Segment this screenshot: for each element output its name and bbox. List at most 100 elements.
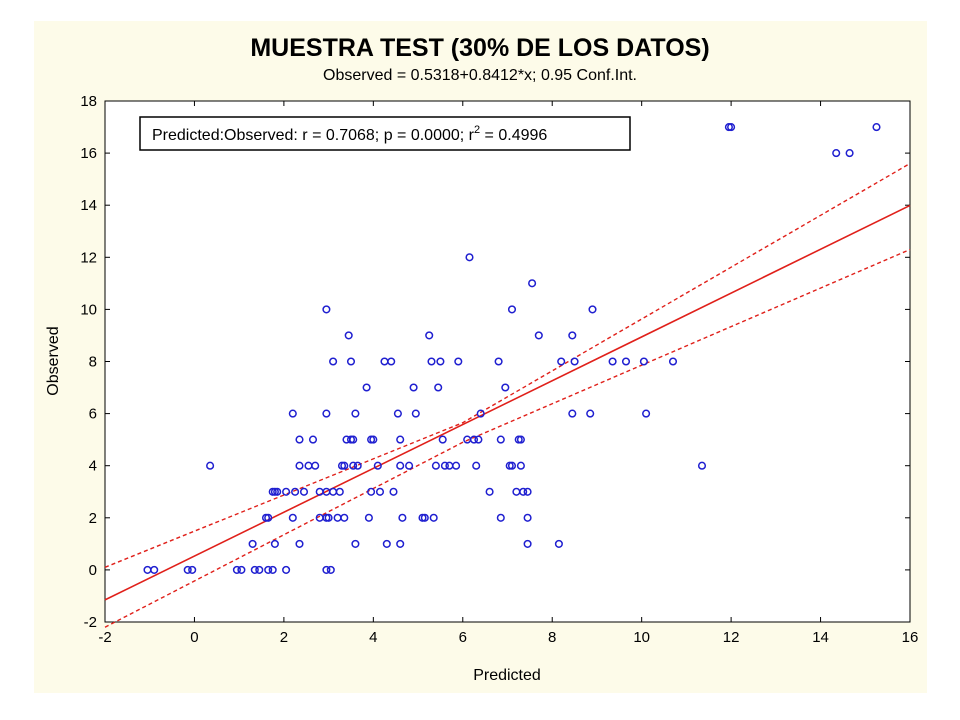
scatter-point: [427, 357, 436, 366]
scatter-point: [335, 487, 344, 496]
scatter-point: [351, 409, 360, 418]
scatter-point: [528, 279, 537, 288]
scatter-point: [324, 513, 333, 522]
scatter-point: [472, 461, 481, 470]
scatter-point: [523, 539, 532, 548]
scatter-point: [642, 409, 651, 418]
scatter-point: [270, 539, 279, 548]
scatter-point: [250, 565, 259, 574]
y-tick-label: 2: [89, 510, 97, 527]
scatter-point: [519, 487, 528, 496]
y-tick-label: 6: [89, 406, 97, 423]
scatter-point: [311, 461, 320, 470]
scatter-point: [273, 487, 282, 496]
scatter-point: [353, 461, 362, 470]
scatter-point: [832, 149, 841, 158]
scatter-point: [534, 331, 543, 340]
regression-fit-line: [104, 204, 911, 601]
scatter-point: [322, 565, 331, 574]
scatter-point: [434, 383, 443, 392]
scatter-point: [288, 409, 297, 418]
scatter-point: [568, 409, 577, 418]
scatter-point: [494, 357, 503, 366]
x-tick-label: 2: [280, 629, 288, 646]
ci-lower-line: [104, 248, 911, 628]
scatter-point: [389, 487, 398, 496]
scatter-point: [608, 357, 617, 366]
scatter-point: [431, 461, 440, 470]
scatter-point: [465, 253, 474, 262]
scatter-point: [523, 513, 532, 522]
y-tick-label: -2: [84, 614, 97, 631]
plot-frame: [104, 100, 911, 623]
stats-text-main: Predicted:Observed: r = 0.7068; p = 0.00…: [152, 127, 475, 144]
scatter-point: [340, 513, 349, 522]
scatter-point: [405, 461, 414, 470]
scatter-point: [188, 565, 197, 574]
scatter-point: [621, 357, 631, 366]
scatter-point: [295, 461, 304, 470]
scatter-point: [474, 435, 483, 444]
y-tick-label: 8: [89, 354, 97, 371]
scatter-point: [349, 435, 358, 444]
scatter-point: [255, 565, 264, 574]
scatter-point: [322, 305, 331, 314]
scatter-point: [398, 513, 407, 522]
scatter-point: [282, 487, 291, 496]
scatter-point: [440, 461, 449, 470]
scatter-point: [516, 435, 525, 444]
data-points: [143, 123, 881, 574]
x-tick-label: -2: [98, 629, 111, 646]
stats-legend-box: [139, 116, 631, 151]
scatter-point: [396, 435, 405, 444]
scatter-point: [697, 461, 707, 470]
scatter-point: [469, 435, 479, 444]
scatter-point: [476, 409, 485, 418]
scatter-point: [351, 539, 360, 548]
scatter-point: [375, 487, 385, 496]
scatter-point: [364, 513, 373, 522]
scatter-point: [295, 539, 304, 548]
scatter-point: [373, 461, 382, 470]
scatter-point: [264, 565, 273, 574]
y-tick-label: 16: [80, 145, 97, 162]
stats-text-sup: 2: [474, 124, 480, 136]
x-tick-label: 0: [190, 629, 198, 646]
scatter-point: [396, 539, 405, 548]
scatter-point: [570, 357, 579, 366]
scatter-point: [668, 357, 678, 366]
scatter-point: [282, 565, 291, 574]
scatter-point: [501, 383, 510, 392]
scatter-point: [299, 487, 309, 496]
regression-lines: [104, 162, 911, 628]
scatter-point: [329, 357, 338, 366]
scatter-point: [288, 513, 297, 522]
stats-legend: Predicted:Observed: r = 0.7068; p = 0.00…: [139, 116, 631, 151]
axis-ticks: -2 0 2 4 6 8 10 12 14 16 -2 0 2 4 6 8 10 12 14 16 18: [80, 93, 918, 646]
scatter-point: [326, 565, 335, 574]
scatter-point: [639, 357, 648, 366]
y-tick-label: 12: [80, 249, 97, 266]
scatter-point: [523, 487, 532, 496]
scatter-point: [362, 383, 371, 392]
scatter-point: [485, 487, 494, 496]
scatter-point: [369, 435, 378, 444]
scatter-point: [409, 383, 418, 392]
scatter-point: [237, 565, 246, 574]
scatter-point: [516, 461, 525, 470]
scatter-point: [396, 461, 405, 470]
scatter-point: [340, 461, 349, 470]
scatter-point: [295, 435, 304, 444]
chart-subtitle: Observed = 0.5318+0.8412*x; 0.95 Conf.In…: [323, 67, 637, 84]
x-tick-label: 12: [723, 629, 740, 646]
scatter-point: [420, 513, 429, 522]
y-tick-label: 4: [89, 458, 97, 475]
scatter-point: [206, 461, 215, 470]
scatter-point: [349, 461, 358, 470]
scatter-point: [586, 409, 595, 418]
scatter-point: [507, 305, 517, 314]
scatter-point: [438, 435, 447, 444]
scatter-point: [268, 565, 277, 574]
scatter-point: [845, 149, 854, 158]
scatter-point: [291, 487, 300, 496]
